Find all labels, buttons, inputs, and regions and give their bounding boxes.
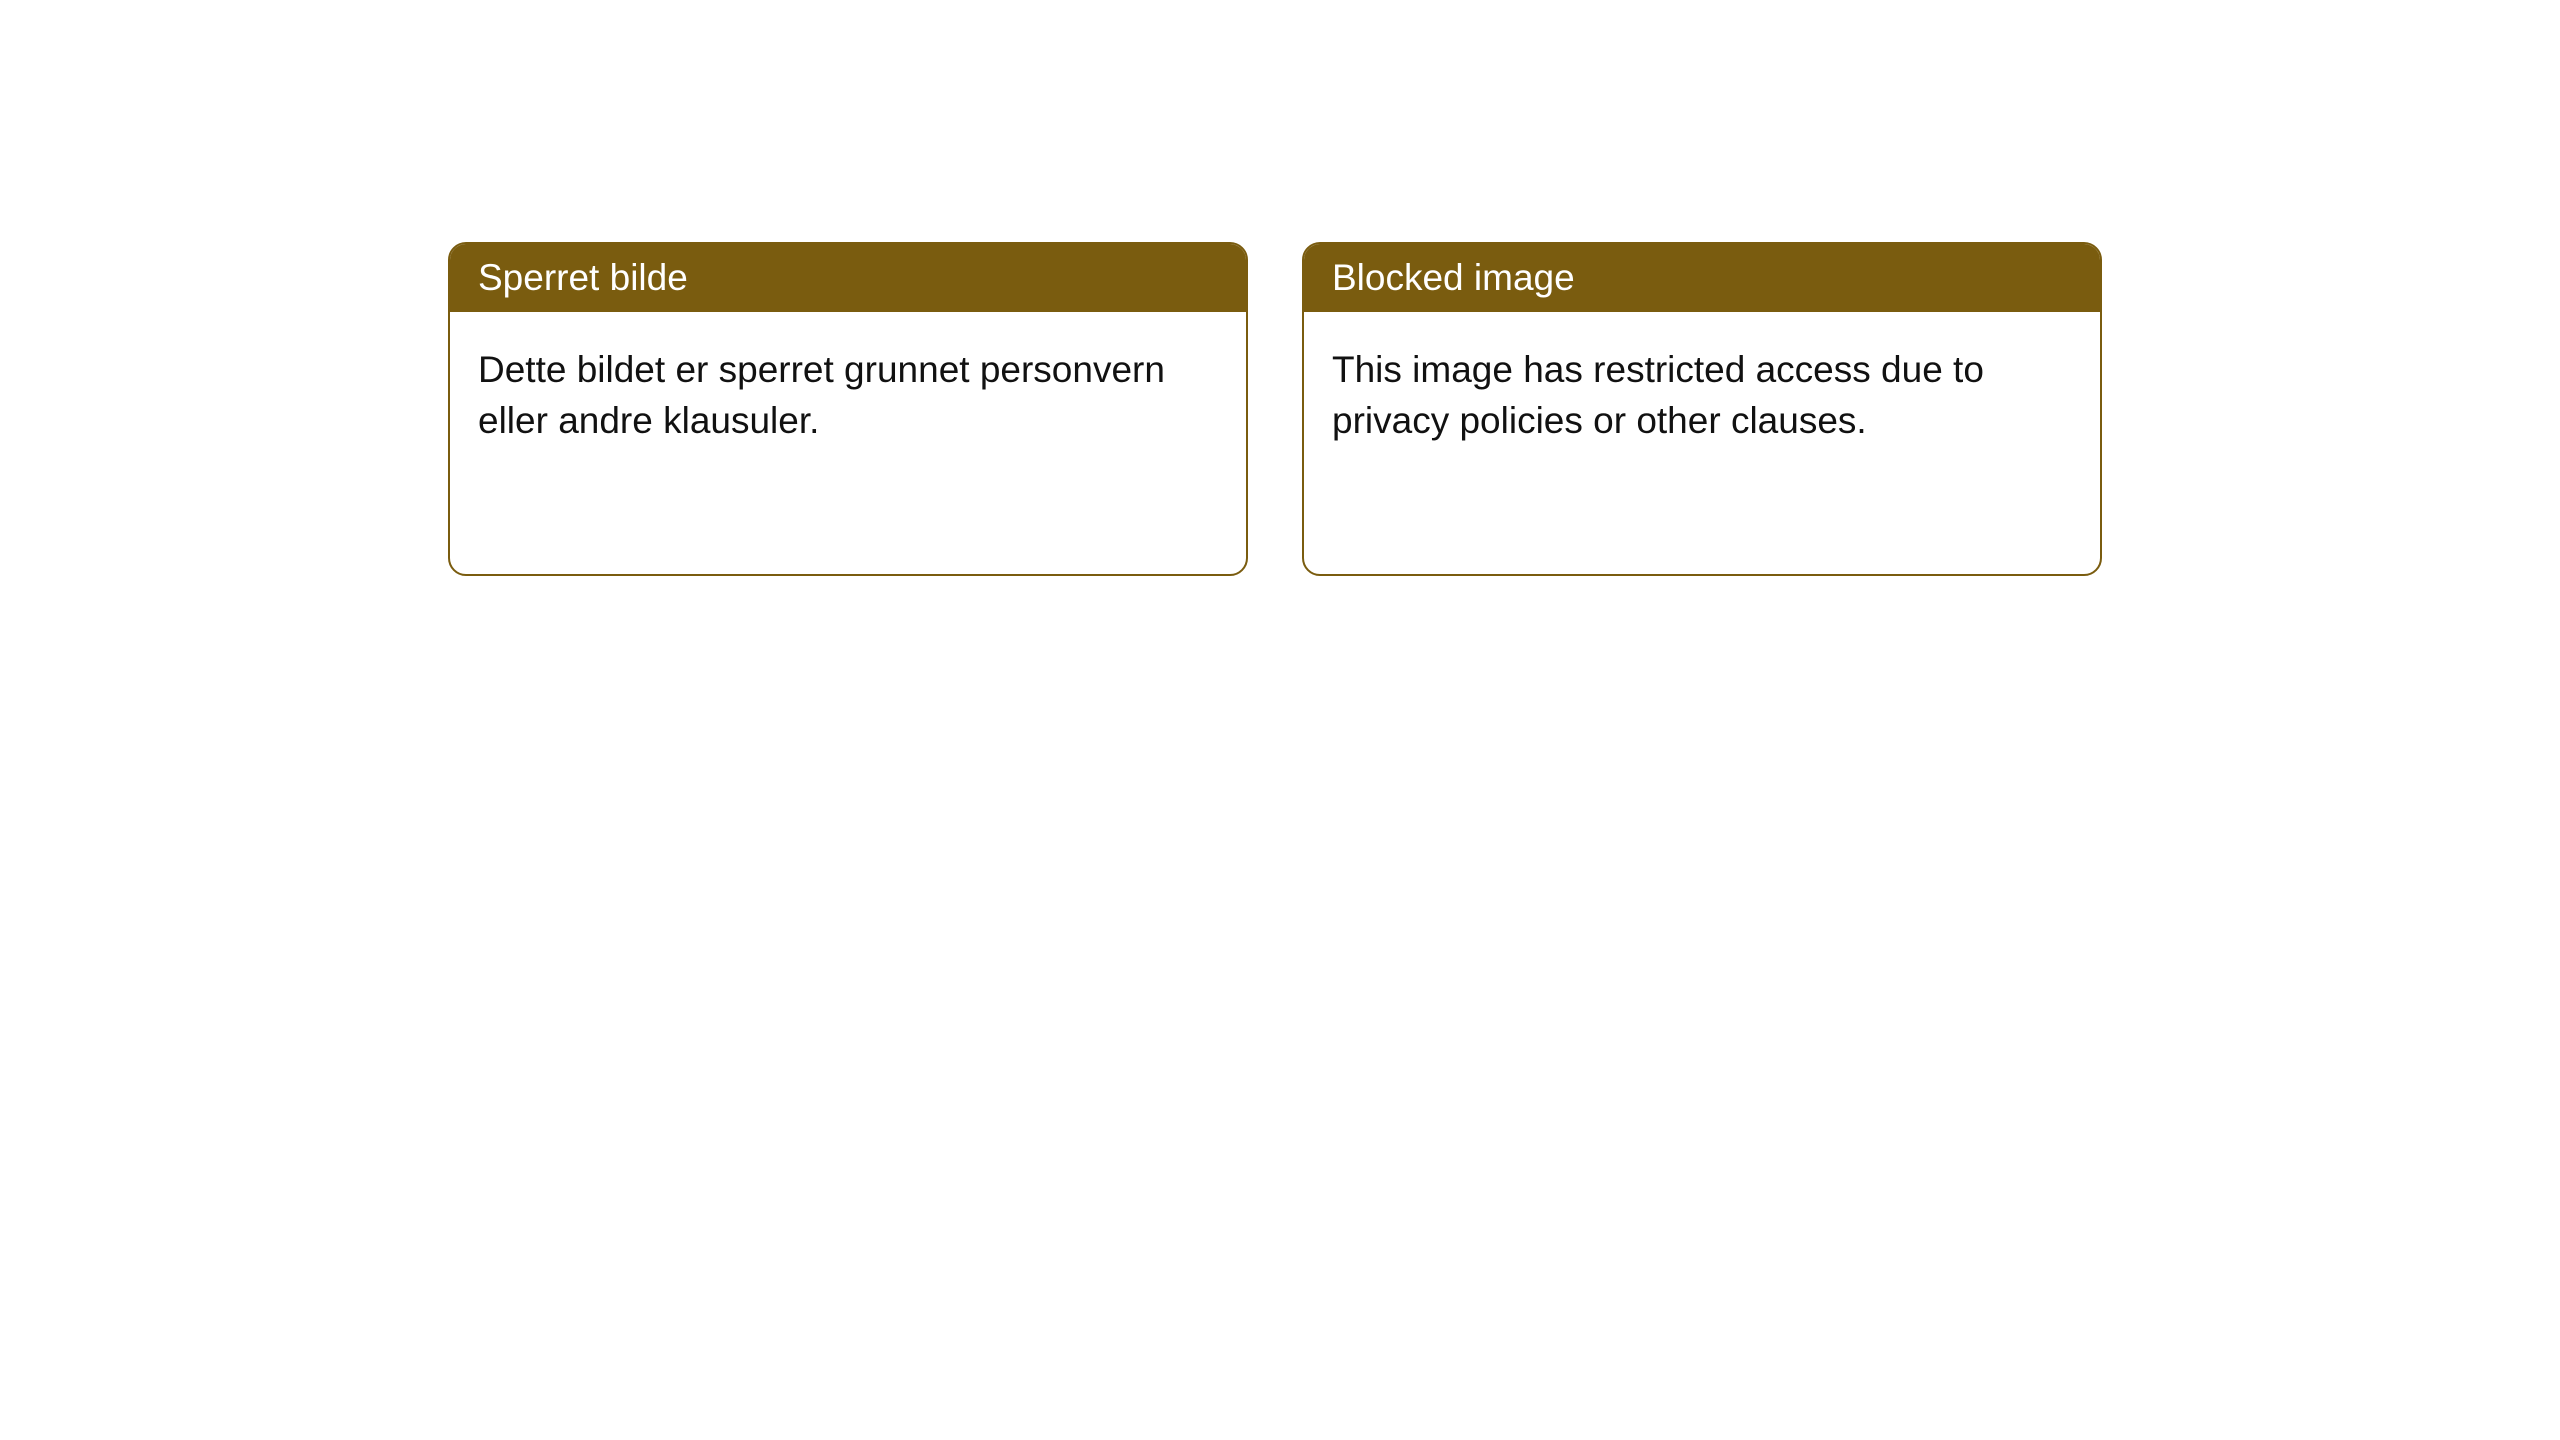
notice-card-english: Blocked image This image has restricted … xyxy=(1302,242,2102,576)
notice-container: Sperret bilde Dette bildet er sperret gr… xyxy=(448,242,2102,576)
notice-header: Blocked image xyxy=(1304,244,2100,312)
notice-header: Sperret bilde xyxy=(450,244,1246,312)
notice-message: Dette bildet er sperret grunnet personve… xyxy=(450,312,1246,478)
notice-card-norwegian: Sperret bilde Dette bildet er sperret gr… xyxy=(448,242,1248,576)
notice-message: This image has restricted access due to … xyxy=(1304,312,2100,478)
